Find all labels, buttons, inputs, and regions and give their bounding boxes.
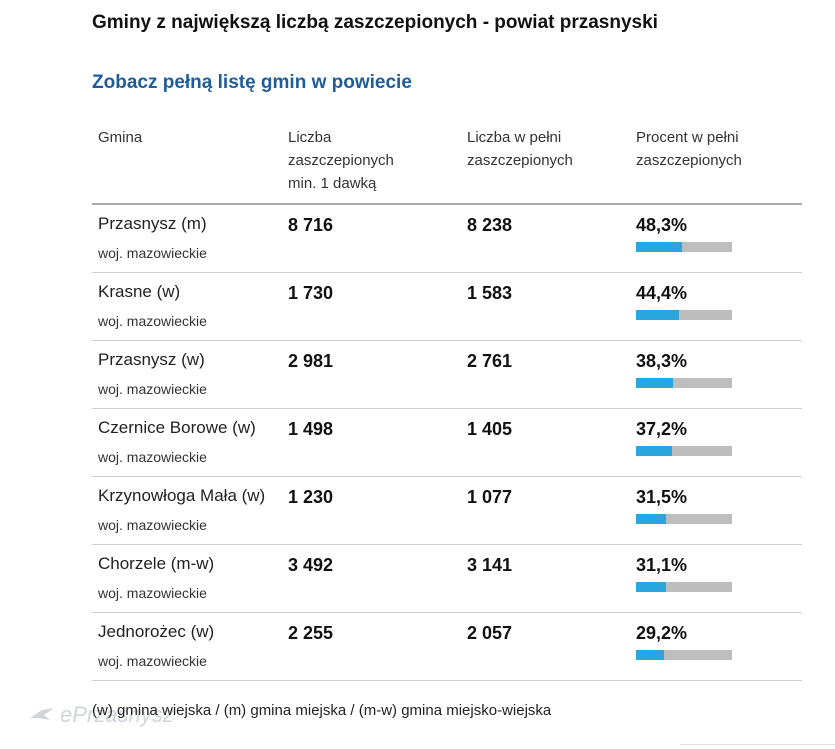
table-row: Jednorożec (w) woj. mazowieckie 2 255 2 057… [92,613,802,681]
full-list-link[interactable]: Zobacz pełną listę gmin w powiecie [92,72,412,93]
watermark-text: ePrzasnysz [60,702,174,727]
min1-value: 1 730 [288,283,334,303]
percent-bar [636,446,732,456]
gmina-name: Czernice Borowe (w) [98,418,256,437]
percent-value: 44,4% [636,283,688,303]
column-header-min1: Liczba zaszczepionych min. 1 dawką [288,129,394,192]
min1-value: 8 716 [288,215,334,235]
percent-bar [636,650,732,660]
percent-value: 31,5% [636,487,688,507]
min1-value: 3 492 [288,555,334,575]
full-value: 1 583 [467,283,513,303]
column-header-percent: Procent w pełni zaszczepionych [636,129,742,169]
table-row: Chorzele (m-w) woj. mazowieckie 3 492 3 141… [92,545,802,613]
gmina-name: Chorzele (m-w) [98,554,215,573]
table-row: Czernice Borowe (w) woj. mazowieckie 1 498… [92,409,802,477]
percent-bar [636,582,732,592]
percent-bar [636,310,732,320]
percent-bar-fill [636,242,683,252]
table-row: Przasnysz (w) woj. mazowieckie 2 981 2 761 3… [92,341,802,409]
gmina-region: woj. mazowieckie [98,245,207,261]
percent-bar [636,514,732,524]
gmina-name: Przasnysz (w) [98,350,205,369]
gmina-region: woj. mazowieckie [98,585,207,601]
min1-value: 1 498 [288,419,334,439]
gmina-region: woj. mazowieckie [98,653,207,669]
gmina-name: Jednorożec (w) [98,622,215,641]
gmina-region: woj. mazowieckie [98,449,207,465]
table-row: Krasne (w) woj. mazowieckie 1 730 1 583 44,4… [92,273,802,341]
percent-bar-fill [636,310,679,320]
column-header-full: Liczba w pełni zaszczepionych [467,129,573,169]
legend-footnote: (w) gmina wiejska / (m) gmina miejska / … [92,702,552,719]
min1-value: 2 255 [288,623,334,643]
vaccination-table: Gmina Liczba zaszczepionych min. 1 dawką… [92,120,802,681]
page-title: Gminy z największą liczbą zaszczepionych… [92,12,658,33]
corner-divider [680,744,835,749]
percent-bar-fill [636,378,673,388]
full-value: 1 077 [467,487,513,507]
gmina-region: woj. mazowieckie [98,313,207,329]
full-value: 1 405 [467,419,513,439]
percent-value: 48,3% [636,215,688,235]
watermark: ePrzasnysz [28,702,174,728]
min1-value: 2 981 [288,351,334,371]
column-header-gmina: Gmina [98,129,143,146]
table-row: Przasnysz (m) woj. mazowieckie 8 716 8 238 4… [92,205,802,273]
gmina-name: Krasne (w) [98,282,181,301]
percent-bar-fill [636,650,665,660]
percent-bar [636,378,732,388]
table-header: Gmina Liczba zaszczepionych min. 1 dawką… [92,120,802,205]
percent-value: 37,2% [636,419,688,439]
bird-logo-icon [30,708,54,720]
full-value: 2 057 [467,623,513,643]
full-value: 3 141 [467,555,513,575]
percent-bar [636,242,732,252]
percent-bar-fill [636,582,666,592]
min1-value: 1 230 [288,487,334,507]
gmina-region: woj. mazowieckie [98,381,207,397]
percent-bar-fill [636,446,672,456]
table-body: Przasnysz (m) woj. mazowieckie 8 716 8 238 4… [92,205,802,681]
full-value: 2 761 [467,351,513,371]
percent-value: 31,1% [636,555,688,575]
gmina-name: Krzynowłoga Mała (w) [98,486,266,505]
percent-bar-fill [636,514,667,524]
table-row: Krzynowłoga Mała (w) woj. mazowieckie 1 23… [92,477,802,545]
gmina-region: woj. mazowieckie [98,517,207,533]
full-value: 8 238 [467,215,513,235]
percent-value: 29,2% [636,623,688,643]
percent-value: 38,3% [636,351,688,371]
gmina-name: Przasnysz (m) [98,214,207,233]
